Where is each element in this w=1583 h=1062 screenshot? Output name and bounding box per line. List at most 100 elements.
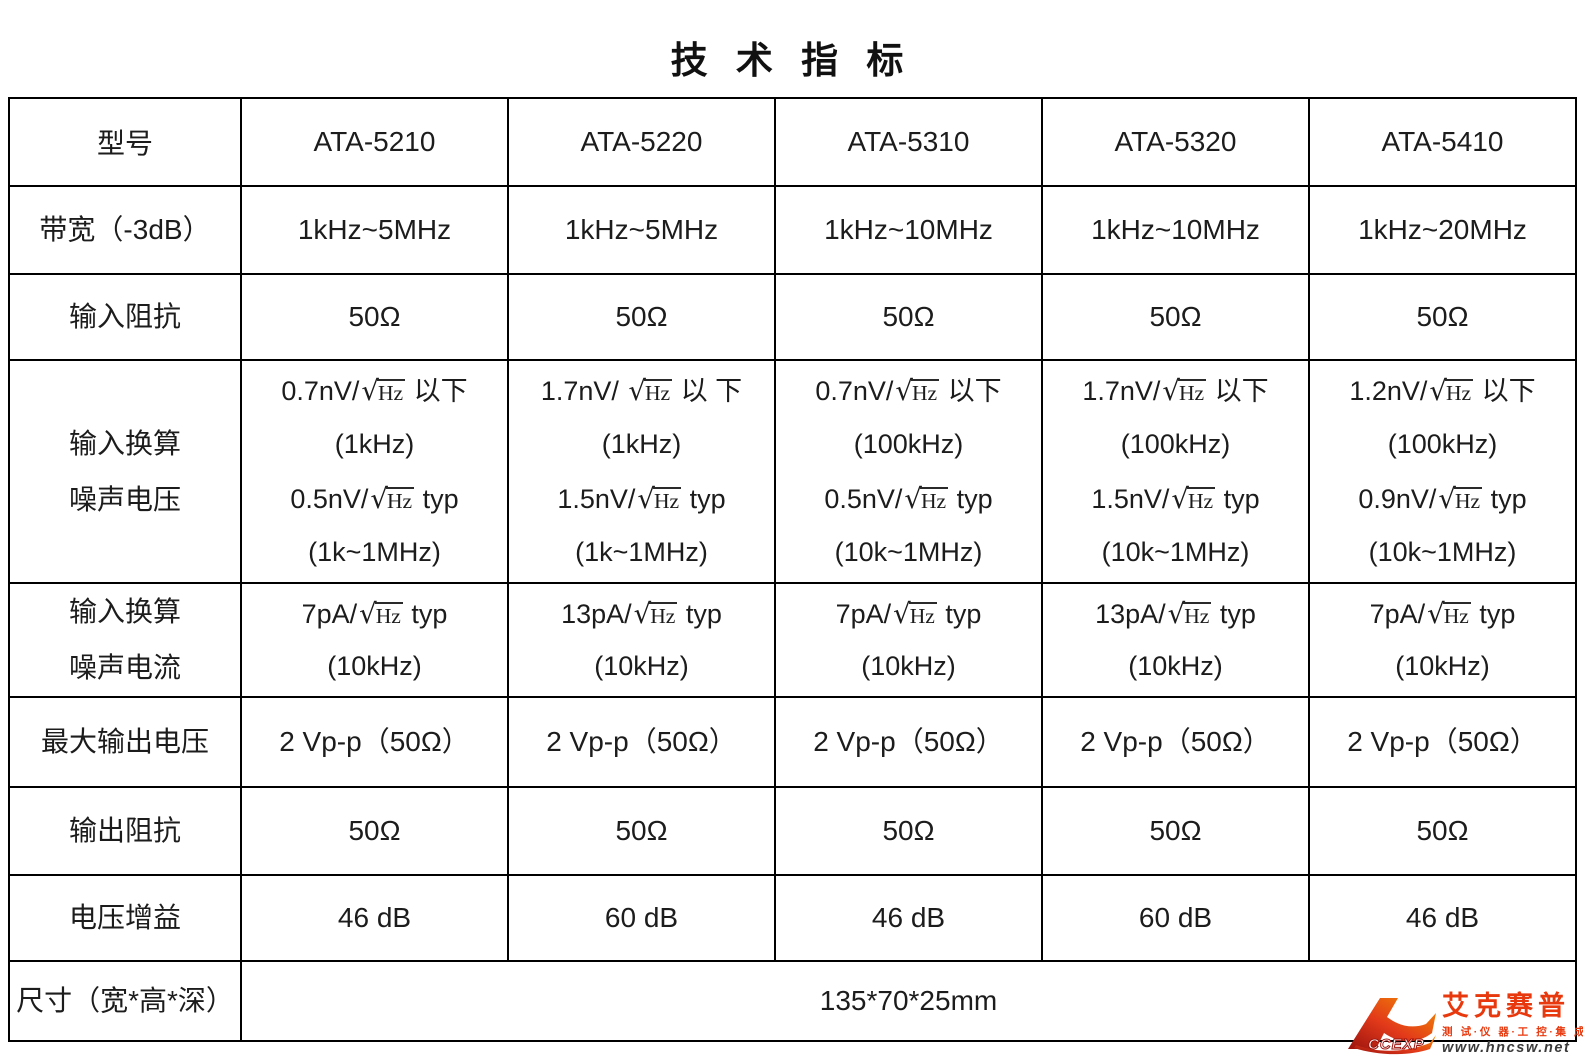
brand-text-block: 艾克赛普 测 试·仪 器·工 控·集 成 www.hncsw.net xyxy=(1442,991,1583,1056)
sqrt-radical-icon: √ xyxy=(637,482,655,515)
brand-website-link[interactable]: www.hncsw.net xyxy=(1442,1039,1571,1056)
sqrt-radical-icon: √ xyxy=(628,374,646,407)
value-cell-input-noise-current-2: 13pA/√Hz typ (10kHz) xyxy=(507,582,776,698)
value-cell-output-impedance-1: 50Ω xyxy=(240,786,509,876)
sqrt-radicand: Hz xyxy=(910,378,940,405)
model-header-3: ATA-5310 xyxy=(774,97,1043,187)
value-cell-input-impedance-1: 50Ω xyxy=(240,273,509,361)
brand-monogram-icon: CCEXP xyxy=(1348,998,1436,1055)
value-cell-input-noise-current-5: 7pA/√Hz typ (10kHz) xyxy=(1308,582,1577,698)
value-cell-bandwidth-5: 1kHz~20MHz xyxy=(1308,185,1577,275)
sqrt-radicand: Hz xyxy=(1183,602,1212,629)
value-cell-output-impedance-5: 50Ω xyxy=(1308,786,1577,876)
value-cell-voltage-gain-5: 46 dB xyxy=(1308,874,1577,962)
value-cell-bandwidth-1: 1kHz~5MHz xyxy=(240,185,509,275)
value-cell-max-output-voltage-1: 2 Vp-p（50Ω） xyxy=(240,696,509,788)
sqrt-radical-icon: √ xyxy=(895,374,913,407)
value-cell-max-output-voltage-3: 2 Vp-p（50Ω） xyxy=(774,696,1043,788)
sqrt-radicand: Hz xyxy=(376,378,406,405)
sqrt-radical-icon: √ xyxy=(1167,598,1186,631)
value-cell-dimensions-1: 135*70*25mm xyxy=(240,960,1577,1042)
row-label-output-impedance: 输出阻抗 xyxy=(8,786,242,876)
model-header-1: ATA-5210 xyxy=(240,97,509,187)
value-cell-input-noise-current-4: 13pA/√Hz typ (10kHz) xyxy=(1041,582,1310,698)
sqrt-radical-icon: √ xyxy=(1427,598,1445,631)
corner-label: 型号 xyxy=(8,97,242,187)
sqrt-radical-icon: √ xyxy=(904,482,922,515)
table-row-input-noise-voltage: 输入换算 噪声电压 0.7nV/√Hz 以下 (1kHz) 0.5nV/√Hz typ(… xyxy=(8,359,1577,584)
value-cell-voltage-gain-2: 60 dB xyxy=(507,874,776,962)
svg-text:CCEXP: CCEXP xyxy=(1368,1036,1425,1053)
sqrt-radicand: Hz xyxy=(652,486,682,513)
value-cell-input-impedance-3: 50Ω xyxy=(774,273,1043,361)
value-cell-bandwidth-4: 1kHz~10MHz xyxy=(1041,185,1310,275)
sqrt-radical-icon: √ xyxy=(1429,374,1447,407)
sqrt-radicand: Hz xyxy=(1442,602,1471,629)
sqrt-radicand: Hz xyxy=(1444,378,1474,405)
brand-logo: CCEXP 艾克赛普 测 试·仪 器·工 控·集 成 www.hncsw.net xyxy=(1346,991,1583,1056)
sqrt-radicand: Hz xyxy=(1186,486,1216,513)
value-cell-max-output-voltage-5: 2 Vp-p（50Ω） xyxy=(1308,696,1577,788)
sqrt-radicand: Hz xyxy=(385,486,415,513)
value-cell-input-impedance-4: 50Ω xyxy=(1041,273,1310,361)
table-row-voltage-gain: 电压增益 46 dB 60 dB 46 dB 60 dB 46 dB xyxy=(8,874,1577,962)
value-cell-input-noise-current-1: 7pA/√Hz typ (10kHz) xyxy=(240,582,509,698)
table-body: 带宽（-3dB） 1kHz~5MHz 1kHz~5MHz 1kHz~10MHz 1kHz… xyxy=(8,185,1577,1042)
value-cell-voltage-gain-4: 60 dB xyxy=(1041,874,1310,962)
row-label-input-noise-current: 输入换算 噪声电流 xyxy=(8,582,242,698)
spec-table: 型号 ATA-5210 ATA-5220 ATA-5310 ATA-5320 ATA-54… xyxy=(8,97,1577,1042)
value-cell-input-noise-voltage-1: 0.7nV/√Hz 以下 (1kHz) 0.5nV/√Hz typ (1k~1MHz) xyxy=(240,359,509,584)
value-cell-input-noise-voltage-2: 1.7nV/ √Hz 以 下 (1kHz) 1.5nV/√Hz typ (1k~1MH… xyxy=(507,359,776,584)
value-cell-max-output-voltage-4: 2 Vp-p（50Ω） xyxy=(1041,696,1310,788)
brand-tagline: 测 试·仪 器·工 控·集 成 xyxy=(1442,1025,1583,1038)
brand-name: 艾克赛普 xyxy=(1442,991,1570,1022)
table-header: 型号 ATA-5210 ATA-5220 ATA-5310 ATA-5320 ATA-54… xyxy=(8,97,1577,187)
row-label-input-impedance: 输入阻抗 xyxy=(8,273,242,361)
sqrt-radicand: Hz xyxy=(374,602,403,629)
sqrt-radical-icon: √ xyxy=(1171,482,1189,515)
sqrt-radical-icon: √ xyxy=(893,598,911,631)
value-cell-input-noise-voltage-4: 1.7nV/√Hz 以下 (100kHz) 1.5nV/√Hz typ (10k~1M… xyxy=(1041,359,1310,584)
table-row-input-impedance: 输入阻抗 50Ω 50Ω 50Ω 50Ω 50Ω xyxy=(8,273,1577,361)
value-cell-input-impedance-5: 50Ω xyxy=(1308,273,1577,361)
value-cell-input-noise-voltage-5: 1.2nV/√Hz 以下 (100kHz) 0.9nV/√Hz typ (10k~1M… xyxy=(1308,359,1577,584)
sqrt-radical-icon: √ xyxy=(361,374,379,407)
value-cell-input-noise-voltage-3: 0.7nV/√Hz 以下 (100kHz) 0.5nV/√Hz typ (10k~1M… xyxy=(774,359,1043,584)
row-label-bandwidth: 带宽（-3dB） xyxy=(8,185,242,275)
sqrt-radical-icon: √ xyxy=(633,598,652,631)
sqrt-radicand: Hz xyxy=(649,602,678,629)
value-cell-bandwidth-3: 1kHz~10MHz xyxy=(774,185,1043,275)
model-header-2: ATA-5220 xyxy=(507,97,776,187)
row-label-max-output-voltage: 最大输出电压 xyxy=(8,696,242,788)
value-cell-max-output-voltage-2: 2 Vp-p（50Ω） xyxy=(507,696,776,788)
value-cell-voltage-gain-3: 46 dB xyxy=(774,874,1043,962)
row-label-dimensions: 尺寸（宽*高*深） xyxy=(8,960,242,1042)
value-cell-input-noise-current-3: 7pA/√Hz typ (10kHz) xyxy=(774,582,1043,698)
value-cell-output-impedance-4: 50Ω xyxy=(1041,786,1310,876)
value-cell-output-impedance-2: 50Ω xyxy=(507,786,776,876)
row-label-voltage-gain: 电压增益 xyxy=(8,874,242,962)
value-cell-output-impedance-3: 50Ω xyxy=(774,786,1043,876)
table-header-row: 型号 ATA-5210 ATA-5220 ATA-5310 ATA-5320 ATA-54… xyxy=(8,97,1577,187)
row-label-input-noise-voltage: 输入换算 噪声电压 xyxy=(8,359,242,584)
model-header-5: ATA-5410 xyxy=(1308,97,1577,187)
value-cell-input-impedance-2: 50Ω xyxy=(507,273,776,361)
sqrt-radicand: Hz xyxy=(1453,486,1483,513)
sqrt-radical-icon: √ xyxy=(359,598,377,631)
sqrt-radical-icon: √ xyxy=(1438,482,1456,515)
sqrt-radical-icon: √ xyxy=(1162,374,1180,407)
sqrt-radical-icon: √ xyxy=(370,482,388,515)
table-row-bandwidth: 带宽（-3dB） 1kHz~5MHz 1kHz~5MHz 1kHz~10MHz 1kHz… xyxy=(8,185,1577,275)
table-row-output-impedance: 输出阻抗 50Ω 50Ω 50Ω 50Ω 50Ω xyxy=(8,786,1577,876)
table-row-input-noise-current: 输入换算 噪声电流 7pA/√Hz typ (10kHz) 13pA/√Hz typ (1… xyxy=(8,582,1577,698)
value-cell-bandwidth-2: 1kHz~5MHz xyxy=(507,185,776,275)
sqrt-radicand: Hz xyxy=(1177,378,1207,405)
value-cell-voltage-gain-1: 46 dB xyxy=(240,874,509,962)
page-title: 技 术 指 标 xyxy=(670,40,913,81)
sqrt-radicand: Hz xyxy=(908,602,937,629)
model-header-4: ATA-5320 xyxy=(1041,97,1310,187)
sqrt-radicand: Hz xyxy=(643,378,673,405)
sqrt-radicand: Hz xyxy=(919,486,949,513)
table-row-max-output-voltage: 最大输出电压 2 Vp-p（50Ω） 2 Vp-p（50Ω） 2 Vp-p（50Ω） 2… xyxy=(8,696,1577,788)
